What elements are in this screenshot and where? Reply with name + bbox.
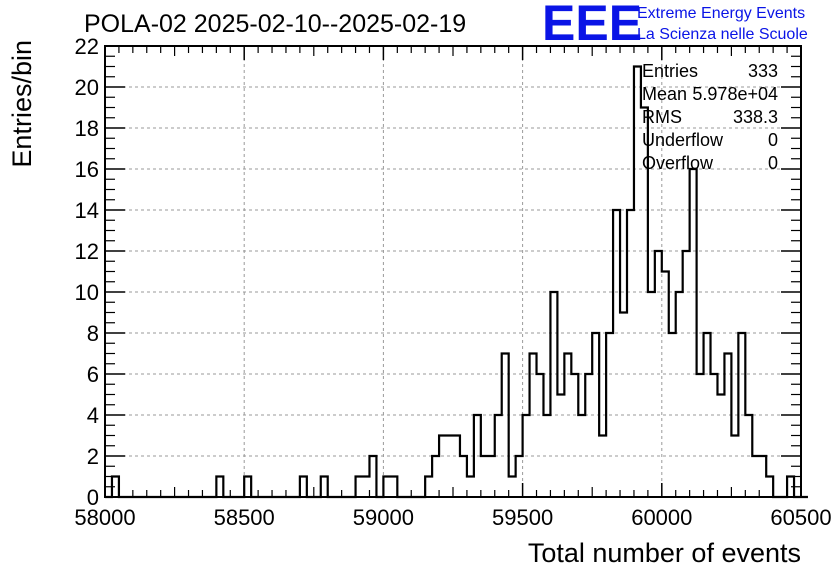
x-tick-label: 58000 xyxy=(74,505,135,530)
stats-rms-value: 338.3 xyxy=(733,107,778,127)
logo-line2: La Scienza nelle Scuole xyxy=(637,26,808,43)
chart-title: POLA-02 2025-02-10--2025-02-19 xyxy=(84,10,466,38)
x-axis-title: Total number of events xyxy=(528,538,801,568)
y-tick-label: 8 xyxy=(87,321,99,346)
stats-entries-label: Entries xyxy=(642,61,698,81)
y-tick-label: 6 xyxy=(87,362,99,387)
y-tick-label: 16 xyxy=(75,157,99,182)
x-tick-label: 59000 xyxy=(353,505,414,530)
grid-lines xyxy=(105,46,801,497)
stats-box: Entries 333 Mean 5.978e+04 RMS 338.3 Und… xyxy=(642,61,778,173)
y-tick-label: 0 xyxy=(87,485,99,510)
y-tick-label: 2 xyxy=(87,444,99,469)
y-tick-label: 22 xyxy=(75,34,99,59)
y-axis-title: Entries/bin xyxy=(7,40,37,168)
stats-entries-value: 333 xyxy=(748,61,778,81)
stats-underflow-value: 0 xyxy=(768,130,778,150)
x-tick-label: 60000 xyxy=(631,505,692,530)
y-tick-label: 4 xyxy=(87,403,99,428)
axis-ticks xyxy=(104,45,802,498)
y-tick-label: 10 xyxy=(75,280,99,305)
stats-mean-value: 5.978e+04 xyxy=(692,84,778,104)
y-tick-label: 20 xyxy=(75,75,99,100)
logo-text: EEE xyxy=(542,0,642,51)
tick-labels: 58000 58500 59000 59500 60000 60500 0 2 4 6 8 10 12 1… xyxy=(74,34,831,530)
logo-line1: Extreme Energy Events xyxy=(637,5,805,22)
x-tick-label: 59500 xyxy=(492,505,553,530)
x-tick-label: 60500 xyxy=(770,505,831,530)
stats-underflow-label: Underflow xyxy=(642,130,724,150)
y-tick-label: 14 xyxy=(75,198,99,223)
y-tick-label: 18 xyxy=(75,116,99,141)
y-tick-label: 12 xyxy=(75,239,99,264)
stats-overflow-label: Overflow xyxy=(642,153,714,173)
stats-overflow-value: 0 xyxy=(768,153,778,173)
stats-mean-label: Mean xyxy=(642,84,687,104)
stats-rms-label: RMS xyxy=(642,107,682,127)
eee-logo: EEE Extreme Energy Events La Scienza nel… xyxy=(542,0,808,51)
x-tick-label: 58500 xyxy=(214,505,275,530)
